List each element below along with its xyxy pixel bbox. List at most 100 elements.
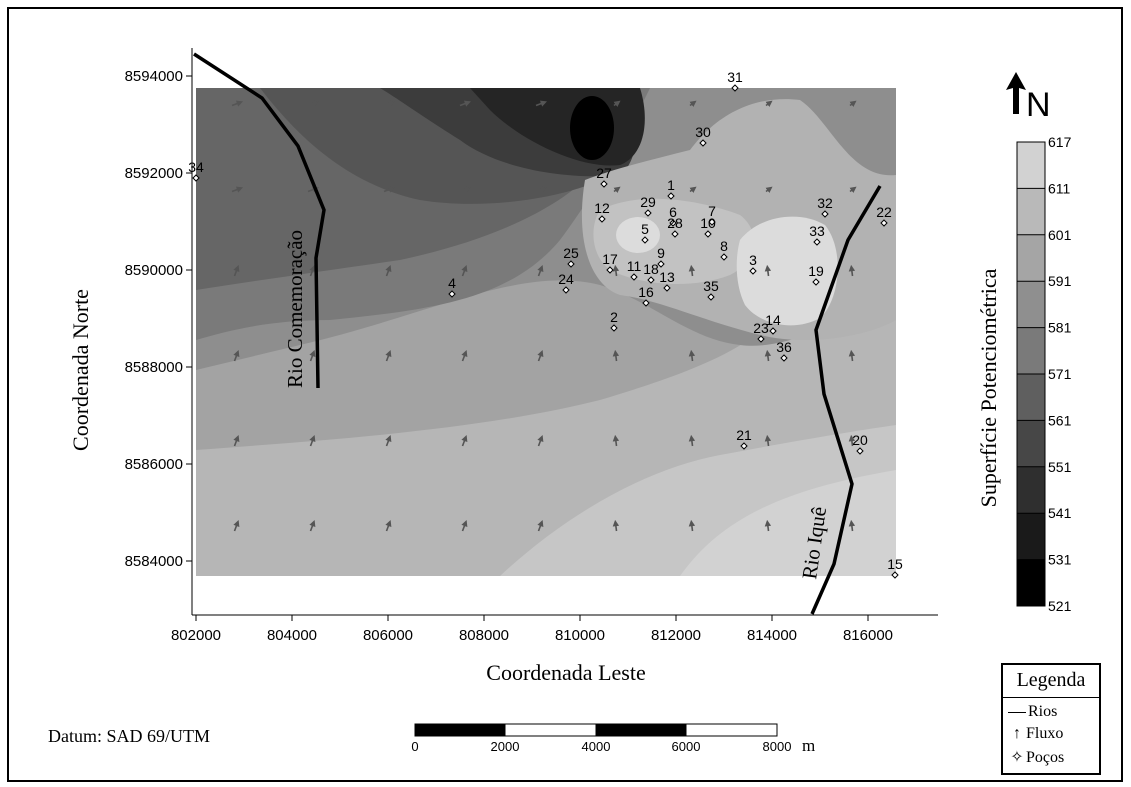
well-marker: 6 <box>669 204 677 227</box>
well-marker: 16 <box>638 284 654 307</box>
well-symbol-icon <box>704 230 712 238</box>
colorbar-swatch <box>1017 513 1045 560</box>
flow-arrow <box>688 519 696 532</box>
flow-arrow <box>849 100 857 107</box>
flow-arrow <box>848 349 856 362</box>
well-marker: 17 <box>602 251 618 274</box>
y-tick-label: 8586000 <box>125 456 183 473</box>
flow-arrow <box>233 520 240 532</box>
well-label: 12 <box>594 200 610 216</box>
x-tick-label: 810000 <box>555 627 605 644</box>
well-label: 3 <box>749 252 757 268</box>
x-tick-label: 814000 <box>747 627 797 644</box>
flow-arrow <box>689 100 697 107</box>
well-label: 28 <box>667 215 683 231</box>
well-symbol-icon <box>606 266 614 274</box>
colorbar-title: Superfície Potenciométrica <box>976 268 1001 507</box>
flow-arrow <box>459 100 471 107</box>
well-label: 31 <box>727 69 743 85</box>
well-symbol-icon <box>663 284 671 292</box>
flow-arrow <box>764 349 772 362</box>
figure-frame <box>7 7 1123 782</box>
legend-title: Legenda <box>1016 669 1086 691</box>
flow-arrow <box>385 350 392 362</box>
scale-bar: 0 2000 4000 6000 8000 m <box>411 723 815 755</box>
well-marker: 25 <box>563 245 579 268</box>
colorbar-swatch <box>1017 559 1045 606</box>
well-marker: 19 <box>808 263 824 286</box>
well-symbol-icon <box>642 299 650 307</box>
datum-text: Datum: SAD 69/UTM <box>48 726 210 746</box>
y-axis-ticks: 8594000 8592000 8590000 8588000 8586000 85840… <box>125 68 192 570</box>
flow-arrow <box>764 519 772 532</box>
well-marker: 7 <box>708 203 716 226</box>
well-marker: 3 <box>749 252 757 275</box>
well-marker: 21 <box>736 427 752 450</box>
flow-arrow <box>307 100 319 107</box>
colorbar-tick-label: 521 <box>1048 598 1072 614</box>
well-label: 8 <box>720 238 728 254</box>
x-tick-label: 816000 <box>843 627 893 644</box>
flow-arrow <box>309 350 316 362</box>
well-marker: 10 <box>700 215 716 238</box>
scale-bar-segment <box>595 723 687 737</box>
colorbar-tick-label: 617 <box>1048 134 1072 150</box>
colorbar-tick-label: 581 <box>1048 320 1072 336</box>
river-ique <box>810 185 882 615</box>
well-marker: 36 <box>776 339 792 362</box>
well-symbol-icon <box>812 278 820 286</box>
map-axes <box>191 48 938 616</box>
y-tick-label: 8594000 <box>125 68 183 85</box>
colorbar-tick-label: 611 <box>1048 180 1071 196</box>
well-marker: 2 <box>610 309 618 332</box>
well-marker: 22 <box>876 204 892 227</box>
river-label-comemoracao: Rio Comemoração <box>283 230 307 388</box>
well-symbol-icon <box>562 286 570 294</box>
well-symbol-icon <box>657 260 665 268</box>
well-label: 14 <box>765 312 781 328</box>
y-tick-label: 8590000 <box>125 262 183 279</box>
well-symbol-icon <box>699 139 707 147</box>
flow-arrow <box>535 186 547 193</box>
x-tick-label: 812000 <box>651 627 701 644</box>
flow-arrow <box>537 520 544 532</box>
colorbar-tick-label: 551 <box>1048 459 1072 475</box>
well-label: 15 <box>887 556 903 572</box>
y-tick-label: 8584000 <box>125 553 183 570</box>
scale-bar-tick-label: 6000 <box>672 739 701 754</box>
flow-arrow <box>459 186 471 193</box>
flow-arrow <box>688 264 696 277</box>
well-marker: 31 <box>727 69 743 92</box>
well-symbol-icon <box>630 273 638 281</box>
well-label: 16 <box>638 284 654 300</box>
well-label: 27 <box>596 165 612 181</box>
well-symbol-icon <box>647 276 655 284</box>
well-symbol-icon <box>598 215 606 223</box>
well-label: 24 <box>558 271 574 287</box>
well-label: 33 <box>809 223 825 239</box>
colorbar-tick-label: 541 <box>1048 505 1072 521</box>
x-tick-label: 806000 <box>363 627 413 644</box>
flow-arrow-icon: ↑ <box>1013 725 1021 742</box>
well-symbol-icon <box>567 260 575 268</box>
well-symbol-icon: ✧ <box>1010 749 1024 766</box>
well-marker: 20 <box>852 432 868 455</box>
flow-arrow <box>688 434 696 447</box>
well-marker: 18 <box>643 261 659 284</box>
x-axis-title: Coordenada Leste <box>486 660 645 685</box>
colorbar-swatch <box>1017 466 1045 514</box>
well-marker: 15 <box>887 556 903 579</box>
north-arrow: N <box>1006 72 1051 124</box>
rivers <box>193 52 882 615</box>
y-tick-label: 8588000 <box>125 359 183 376</box>
flow-arrow <box>231 186 243 193</box>
scale-bar-unit: m <box>802 736 815 755</box>
well-symbol-icon <box>192 174 200 182</box>
well-symbol-icon <box>749 267 757 275</box>
well-symbol-icon <box>641 236 649 244</box>
scale-bar-segment <box>504 723 597 737</box>
well-marker: 4 <box>448 275 456 298</box>
flow-arrow <box>461 350 468 362</box>
well-label: 35 <box>703 278 719 294</box>
